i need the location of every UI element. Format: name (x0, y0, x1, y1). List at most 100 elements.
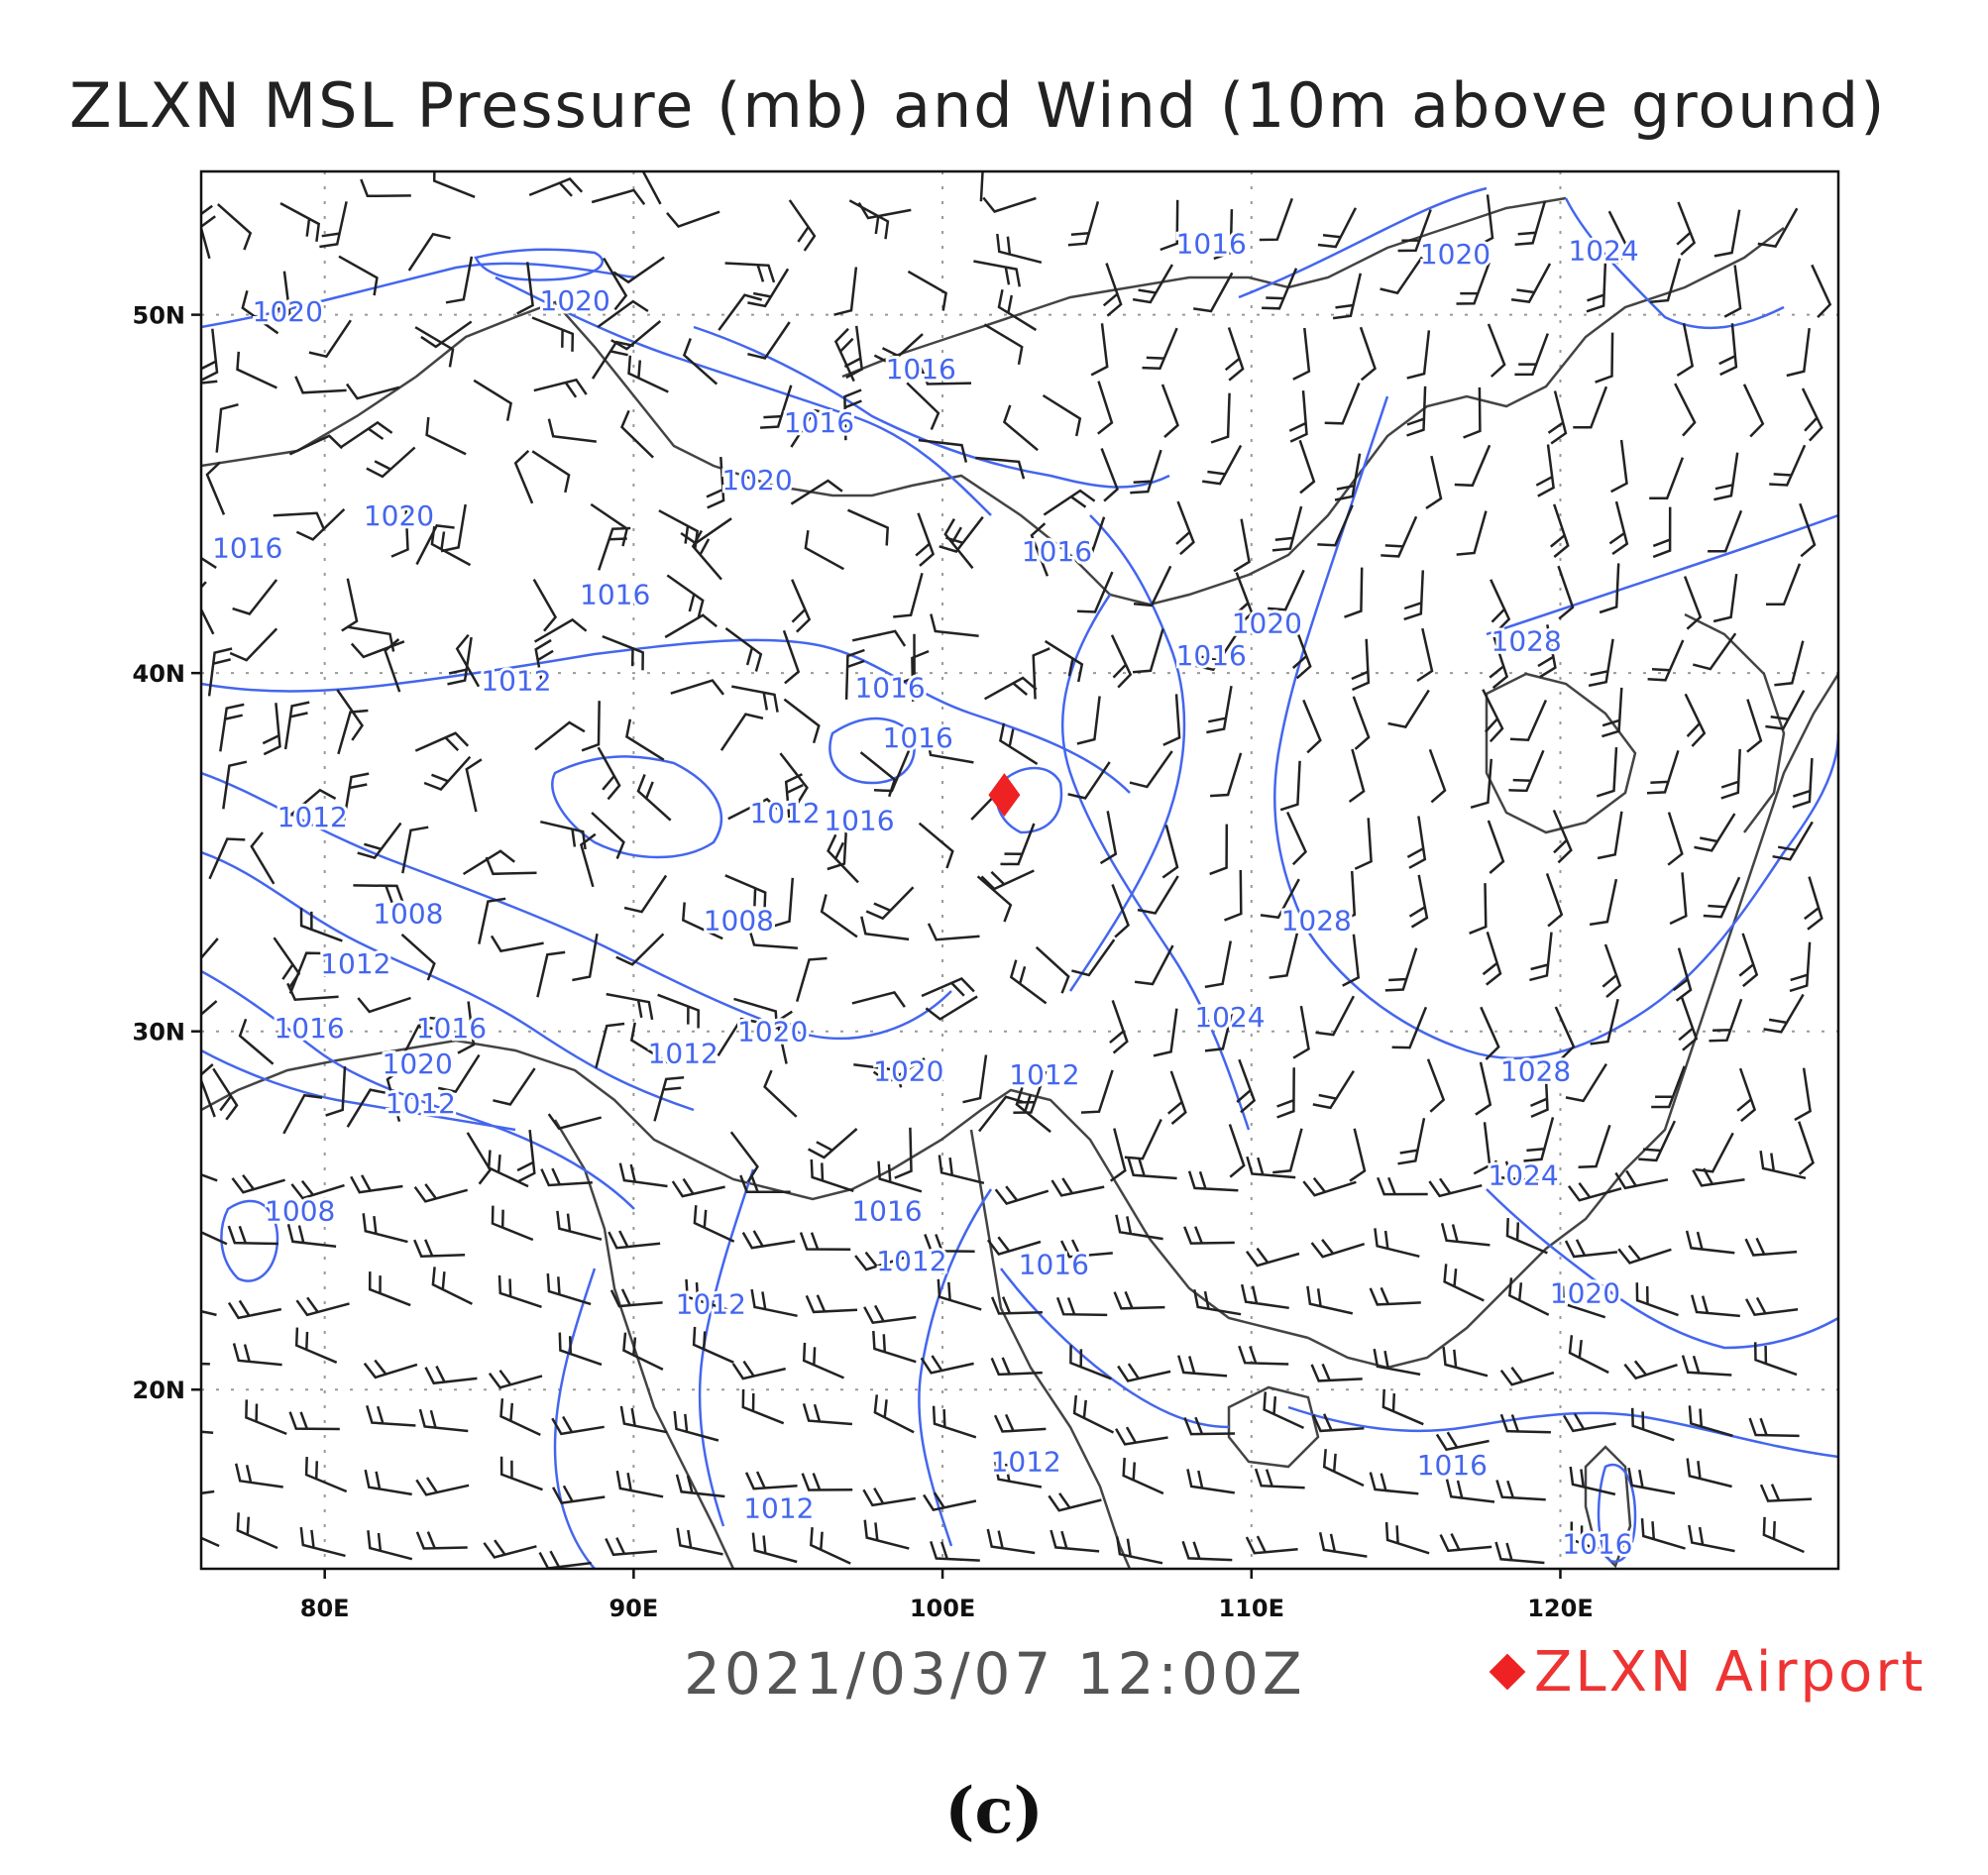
wind-barb (1690, 1294, 1740, 1318)
wind-barb (833, 327, 855, 383)
wind-barb (447, 636, 473, 686)
wind-barb (986, 1528, 1036, 1555)
isobar-label: 1016 (883, 721, 953, 754)
wind-barb (1470, 758, 1493, 810)
wind-barb (491, 1205, 534, 1242)
wind-barb (615, 1470, 664, 1498)
wind-barb (1683, 576, 1703, 630)
wind-barb (1044, 639, 1084, 683)
wind-barb (232, 1343, 282, 1367)
wind-barb (1192, 1289, 1242, 1316)
wind-barb (1763, 993, 1805, 1034)
wind-barb (1454, 444, 1491, 488)
wind-barb (1193, 272, 1234, 313)
wind-barb (1391, 1006, 1428, 1049)
wind-barb (1676, 201, 1697, 256)
wind-barb (681, 902, 723, 940)
wind-barb (1678, 997, 1699, 1051)
wind-barb (783, 698, 821, 744)
wind-barb (219, 703, 245, 752)
wind-barb (1649, 258, 1682, 304)
wind-barb (1514, 200, 1547, 247)
wind-barb (547, 418, 597, 443)
wind-barb (802, 1403, 852, 1426)
wind-barb (299, 1526, 346, 1558)
wind-barb (1115, 1536, 1163, 1565)
isobar-label: 1016 (212, 532, 282, 565)
wind-barb (921, 977, 975, 998)
wind-barb (1490, 579, 1511, 633)
wind-barb (1030, 522, 1049, 577)
wind-barb (1332, 273, 1363, 320)
wind-barb (1271, 505, 1303, 552)
wind-barb (907, 270, 947, 311)
wind-barb (1590, 998, 1619, 1046)
wind-barb (771, 877, 795, 928)
wind-barb (930, 1541, 980, 1562)
wind-barb (1530, 1065, 1549, 1119)
wind-barb (499, 1398, 541, 1437)
wind-barb (286, 1223, 337, 1249)
wind-barb (976, 875, 1013, 923)
wind-barb (1547, 390, 1568, 445)
wind-barb (790, 479, 843, 505)
wind-barb (1445, 1479, 1495, 1503)
wind-barb (1688, 1405, 1733, 1437)
wind-barb (747, 268, 790, 308)
wind-barb (437, 1053, 481, 1094)
wind-barb (994, 1185, 1049, 1205)
wind-barb (923, 1491, 977, 1512)
wind-barb (1228, 1124, 1246, 1178)
wind-barb (1489, 634, 1509, 690)
wind-barb (1647, 639, 1685, 682)
wind-barb (1456, 262, 1491, 305)
isobar-label: 1012 (386, 1087, 456, 1120)
wind-barb (533, 378, 588, 398)
map-title: ZLXN MSL Pressure (mb) and Wind (10m abo… (69, 69, 1887, 142)
wind-barb (1772, 821, 1814, 861)
wind-barb (262, 703, 281, 756)
isobar-label: 1016 (1019, 1249, 1089, 1281)
wind-barb (1476, 194, 1494, 248)
wind-barb (1187, 1170, 1239, 1192)
wind-barb (1262, 268, 1298, 310)
wind-barb (386, 1067, 403, 1123)
wind-barb (1792, 758, 1814, 809)
wind-barb (671, 1177, 725, 1198)
wind-barb (430, 526, 472, 567)
isobar-label: 1008 (373, 897, 443, 930)
wind-barb (906, 382, 940, 430)
wind-barb (1561, 1285, 1606, 1319)
wind-barb (897, 633, 916, 686)
wind-barb (488, 1369, 543, 1389)
wind-barb (236, 351, 277, 389)
wind-barb (1649, 457, 1685, 500)
wind-barb (1765, 690, 1806, 730)
wind-barb (1672, 947, 1693, 1002)
wind-barb (782, 629, 801, 685)
wind-barb (1709, 998, 1743, 1043)
wind-barb (1599, 563, 1620, 614)
wind-barb (751, 1532, 798, 1564)
wind-barb (1224, 869, 1243, 922)
wind-barb (1552, 810, 1573, 864)
wind-barb (682, 338, 718, 386)
wind-barb (676, 1527, 723, 1556)
wind-barb (205, 461, 226, 515)
wind-barb (308, 319, 352, 359)
wind-barb (1137, 875, 1179, 915)
wind-barb (641, 171, 662, 205)
wind-barb (283, 701, 310, 750)
wind-barb (857, 201, 912, 220)
wind-barb (294, 1327, 338, 1364)
wind-barb (1342, 934, 1361, 987)
wind-barb (1245, 1247, 1300, 1268)
wind-barb (731, 1360, 786, 1380)
wind-barb (201, 1000, 218, 1017)
wind-barb (1129, 750, 1173, 789)
wind-barb (675, 1474, 725, 1498)
wind-barb (1692, 1167, 1745, 1187)
wind-barb (285, 788, 337, 820)
wind-barb (666, 210, 720, 228)
wind-barb (1487, 820, 1505, 874)
